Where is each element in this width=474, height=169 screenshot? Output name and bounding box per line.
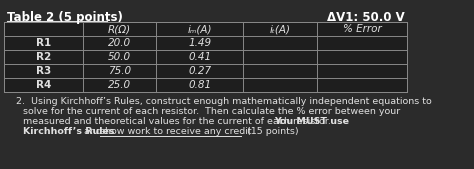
Text: Kirchhoff’s Rules: Kirchhoff’s Rules: [23, 127, 114, 136]
Text: . (15 points): . (15 points): [241, 127, 298, 136]
Text: iₘ(A): iₘ(A): [188, 24, 212, 34]
Text: solve for the current of each resistor.  Then calculate the % error between your: solve for the current of each resistor. …: [23, 107, 400, 116]
Text: 50.0: 50.0: [108, 52, 131, 62]
Text: and: and: [81, 127, 105, 136]
Text: 20.0: 20.0: [108, 38, 131, 48]
Text: 75.0: 75.0: [108, 66, 131, 76]
Text: ΔV1: 50.0 V: ΔV1: 50.0 V: [327, 11, 405, 24]
Text: Table 2 (5 points): Table 2 (5 points): [7, 11, 123, 24]
Text: iₜ(A): iₜ(A): [270, 24, 291, 34]
Text: show work to receive any credit: show work to receive any credit: [100, 127, 252, 136]
Bar: [4, 22, 407, 92]
Text: R3: R3: [36, 66, 51, 76]
Text: You MUST use: You MUST use: [274, 117, 349, 126]
Text: 0.81: 0.81: [188, 80, 211, 90]
Text: R(Ω): R(Ω): [108, 24, 131, 34]
Text: 2.  Using Kirchhoff’s Rules, construct enough mathematically independent equatio: 2. Using Kirchhoff’s Rules, construct en…: [16, 97, 431, 106]
Text: % Error: % Error: [343, 24, 382, 34]
Text: 25.0: 25.0: [108, 80, 131, 90]
Text: measured and theoretical values for the current of each resistor.: measured and theoretical values for the …: [23, 117, 333, 126]
Text: 1.49: 1.49: [188, 38, 211, 48]
Text: R4: R4: [36, 80, 51, 90]
Text: 0.27: 0.27: [188, 66, 211, 76]
Text: R1: R1: [36, 38, 51, 48]
Text: 0.41: 0.41: [188, 52, 211, 62]
Text: R2: R2: [36, 52, 51, 62]
